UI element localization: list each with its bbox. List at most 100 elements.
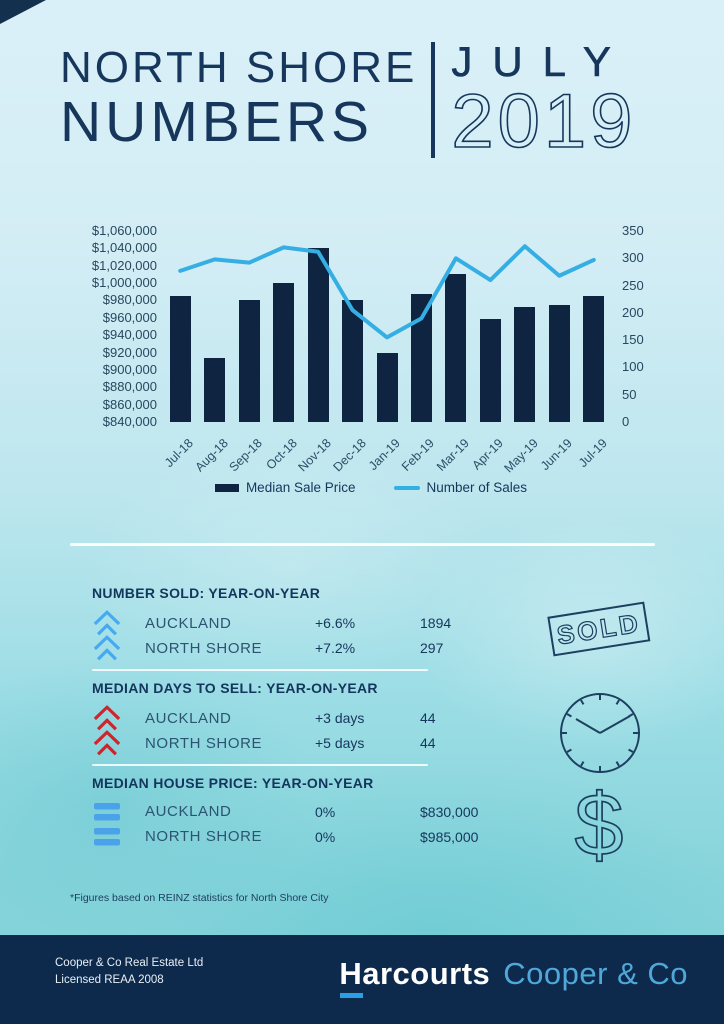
stat-region-label: NORTH SHORE <box>145 639 263 657</box>
company-details: Cooper & Co Real Estate Ltd Licensed REA… <box>55 955 203 988</box>
svg-text:$: $ <box>575 781 624 869</box>
y-axis-right: 350 300 250 200 150 100 50 0 <box>622 223 662 429</box>
stat-row: NORTH SHORE +7.2% 297 <box>92 634 532 662</box>
double-chevron-up-icon <box>92 704 145 732</box>
y-axis-right-label: 250 <box>622 277 644 293</box>
stat-value: 297 <box>420 640 444 656</box>
y-axis-left-label: $940,000 <box>102 327 157 343</box>
chart-bar-Dec-18 <box>342 300 364 422</box>
y-axis-left-label: $1,060,000 <box>91 223 157 238</box>
stat-value: 44 <box>420 735 436 751</box>
legend-label: Number of Sales <box>426 480 528 495</box>
y-axis-left-label: $980,000 <box>102 292 157 308</box>
chart-legend: Median Sale Price Number of Sales <box>85 480 657 495</box>
stat-value: $985,000 <box>420 828 479 845</box>
y-axis-right-label: 50 <box>622 386 637 402</box>
x-axis-label: Aug-18 <box>192 436 231 475</box>
x-axis-label: Nov-18 <box>295 436 334 475</box>
year-label: 2019 <box>451 79 637 165</box>
stat-region-label: NORTH SHORE <box>145 734 263 752</box>
stat-row: NORTH SHORE 0% $985,000 <box>92 824 532 849</box>
x-axis-label: Jul-18 <box>162 436 197 470</box>
stat-region-label: NORTH SHORE <box>145 828 263 845</box>
y-axis-right-label: 100 <box>622 359 644 375</box>
stats-panel: NUMBER SOLD: YEAR-ON-YEAR AUCKLAND +6.6% 18… <box>92 585 532 859</box>
stat-region-label: AUCKLAND <box>145 803 232 820</box>
legend-item: Median Sale Price <box>214 480 356 495</box>
month-label: JULY <box>451 38 631 86</box>
y-axis-right-label: 150 <box>622 332 644 348</box>
legend-item: Number of Sales <box>393 480 528 495</box>
stat-section-heading: MEDIAN DAYS TO SELL: YEAR-ON-YEAR <box>92 680 378 696</box>
title-line2: NUMBERS <box>60 89 374 154</box>
y-axis-right-label: 350 <box>622 223 644 238</box>
x-axis-label: Sep-18 <box>226 436 266 475</box>
logo-cooper-co: Cooper & Co <box>503 956 688 991</box>
stat-row: AUCKLAND +6.6% 1894 <box>92 609 532 637</box>
x-axis-label: May-19 <box>501 436 541 476</box>
chart-bar-Jun-19 <box>548 304 570 422</box>
x-axis-label: Jun-19 <box>538 436 576 473</box>
y-axis-left-label: $900,000 <box>102 361 157 377</box>
logo-harcourts: Harcourts <box>339 956 490 998</box>
y-axis-left-label: $1,020,000 <box>91 257 157 273</box>
sold-stamp-icon: SOLD <box>547 601 651 657</box>
title-divider <box>431 42 436 159</box>
stat-value: 1894 <box>420 615 452 631</box>
chart-bar-Jan-19 <box>376 352 398 422</box>
sales-price-chart: $1,060,000 $1,040,000 $1,020,000 $1,000,000… <box>85 222 657 514</box>
stat-row: NORTH SHORE +5 days 44 <box>92 729 532 757</box>
logo-underline <box>340 993 364 998</box>
chart-plot <box>163 231 611 422</box>
stat-section-separator <box>92 764 428 766</box>
stat-change-value: +6.6% <box>315 615 356 631</box>
x-axis-label: Jul-19 <box>575 436 610 470</box>
y-axis-left-label: $920,000 <box>102 344 157 360</box>
double-chevron-up-icon <box>92 729 145 757</box>
page-title: NORTH SHORE NUMBERS <box>60 43 418 154</box>
legend-bar-swatch <box>214 483 239 492</box>
clock-icon <box>560 693 640 773</box>
stat-change-value: +5 days <box>315 735 365 751</box>
y-axis-left-label: $960,000 <box>102 309 157 325</box>
company-name: Cooper & Co Real Estate Ltd <box>55 957 204 969</box>
stat-region-label: AUCKLAND <box>145 709 232 727</box>
footnote: *Figures based on REINZ statistics for N… <box>70 892 329 904</box>
x-axis-labels: Jul-18 Aug-18 Sep-18 Oct-18 Nov-18 Dec-18 Jan-… <box>162 428 611 480</box>
x-axis-label: Oct-18 <box>263 436 300 473</box>
stat-change-value: +7.2% <box>315 640 356 656</box>
double-chevron-up-icon <box>92 634 145 662</box>
title-line1: NORTH SHORE <box>60 43 418 93</box>
sales-line <box>178 244 596 340</box>
corner-triangle-decor <box>0 0 46 24</box>
stat-change-value: 0% <box>315 828 336 845</box>
y-axis-left-label: $860,000 <box>102 396 157 412</box>
x-axis-label: Apr-19 <box>469 436 507 473</box>
stat-region-label: AUCKLAND <box>145 614 232 632</box>
y-axis-right-label: 200 <box>622 304 644 320</box>
section-divider <box>70 543 655 546</box>
equals-icon <box>92 826 145 848</box>
stat-section: MEDIAN DAYS TO SELL: YEAR-ON-YEAR AUCKLAN… <box>92 669 532 757</box>
stat-change-value: 0% <box>315 803 336 820</box>
harcourts-logo: Harcourts Cooper & Co <box>339 956 688 998</box>
company-license: Licensed REAA 2008 <box>55 973 164 986</box>
y-axis-left-label: $880,000 <box>102 379 157 395</box>
stat-change-value: +3 days <box>315 710 365 726</box>
dollar-icon: $ <box>574 781 625 869</box>
stat-value: $830,000 <box>420 803 479 820</box>
stat-value: 44 <box>420 710 436 726</box>
chart-bar-Jul-19 <box>583 296 605 422</box>
chart-bar-Aug-18 <box>204 357 226 422</box>
chart-bar-Nov-18 <box>307 247 329 422</box>
chart-bar-Oct-18 <box>273 283 295 422</box>
stat-section: NUMBER SOLD: YEAR-ON-YEAR AUCKLAND +6.6% 18… <box>92 585 532 662</box>
stat-section: MEDIAN HOUSE PRICE: YEAR-ON-YEAR AUCKLAND… <box>92 764 532 849</box>
footer-bar: Cooper & Co Real Estate Ltd Licensed REA… <box>0 935 724 1024</box>
equals-icon <box>92 801 145 823</box>
chart-bar-Apr-19 <box>479 318 501 422</box>
double-chevron-up-icon <box>92 609 145 637</box>
y-axis-left: $1,060,000 $1,040,000 $1,020,000 $1,000,000… <box>85 223 157 429</box>
y-axis-left-label: $1,040,000 <box>91 240 157 256</box>
